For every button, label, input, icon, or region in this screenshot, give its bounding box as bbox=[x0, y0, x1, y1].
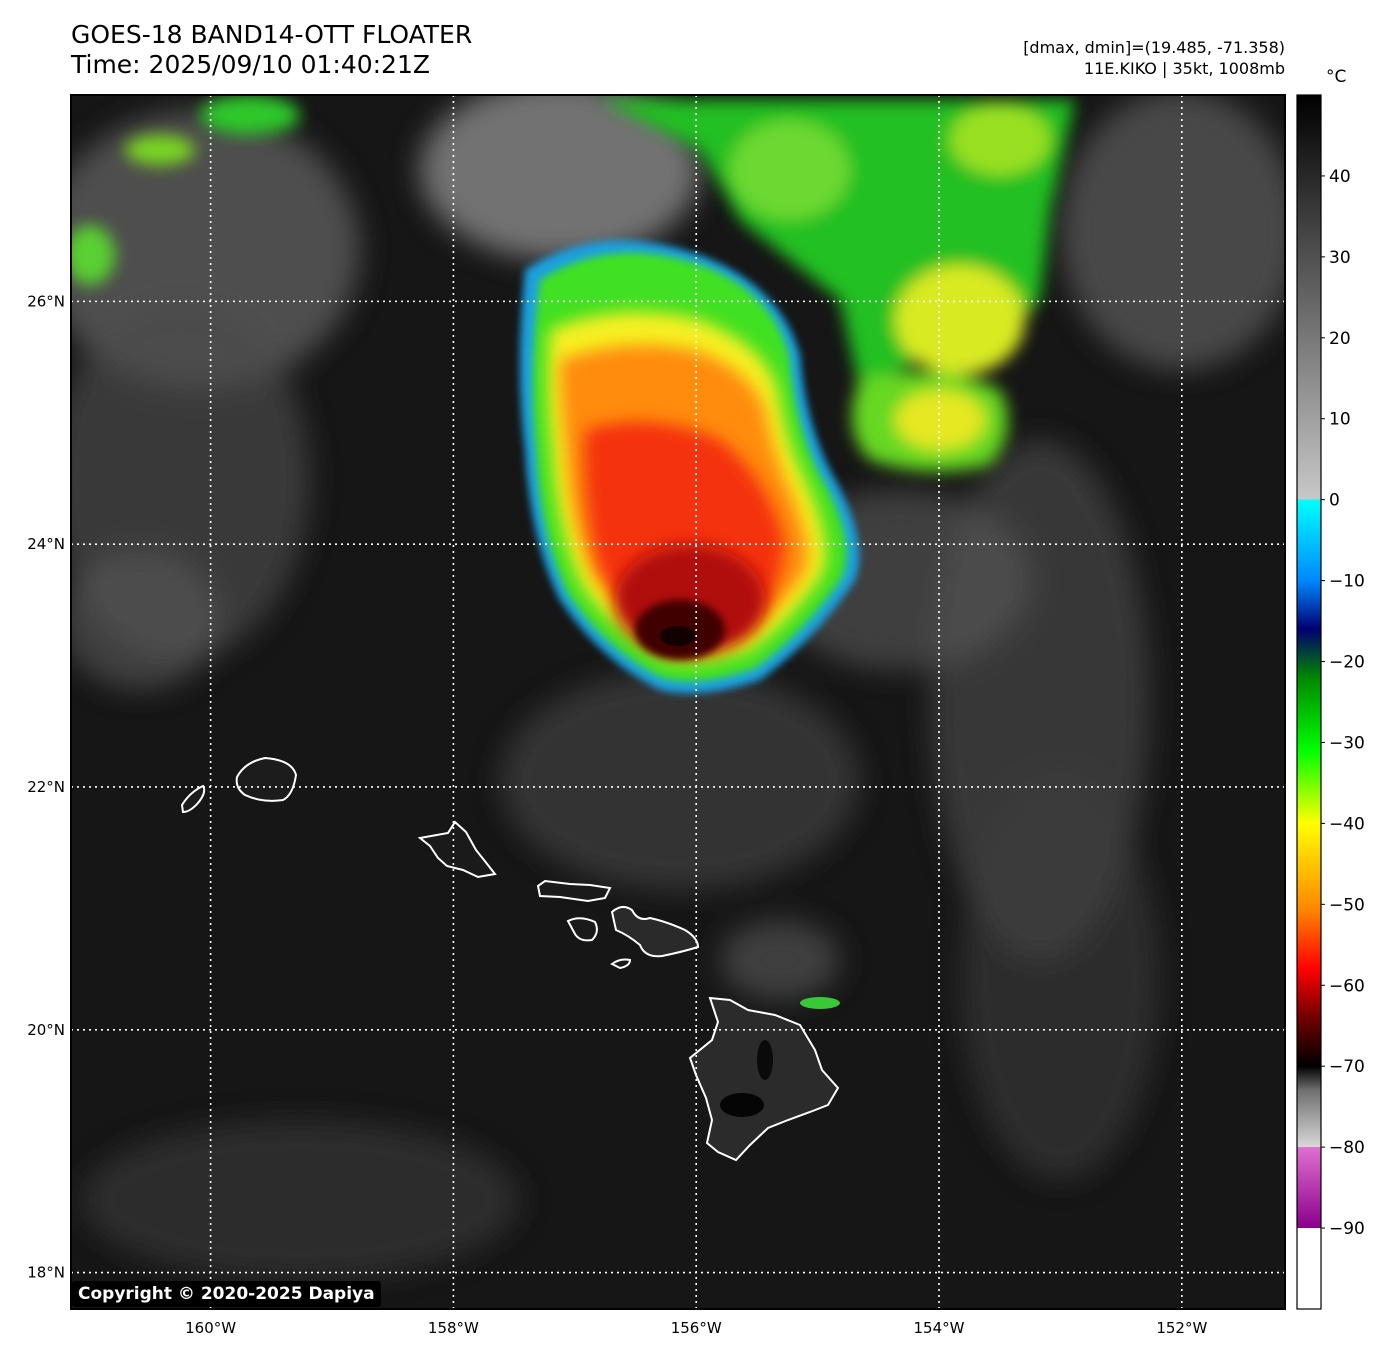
oahu bbox=[417, 820, 497, 879]
colorbar-tick-label: −70 bbox=[1329, 1057, 1365, 1077]
timestamp: Time: 2025/09/10 01:40:21Z bbox=[71, 50, 430, 79]
colorbar-tick-label: 20 bbox=[1329, 329, 1351, 349]
axis-labels: 160°W 158°W 156°W 154°W 152°W 18°N 20°N 22°N 24°… bbox=[27, 292, 1207, 1337]
lat-lon-grid bbox=[71, 95, 1285, 1309]
lat-tick-label: 22°N bbox=[27, 778, 65, 796]
lon-tick-label: 152°W bbox=[1156, 1319, 1207, 1337]
mauna-kea bbox=[757, 1040, 773, 1080]
colorbar-tick-label: 10 bbox=[1329, 410, 1351, 430]
kauai bbox=[235, 756, 298, 802]
kiko-cloud-shield bbox=[520, 240, 860, 694]
maui bbox=[610, 906, 700, 958]
lat-tick-label: 20°N bbox=[27, 1021, 65, 1039]
colorbar-tick-label: −90 bbox=[1329, 1219, 1365, 1239]
copyright-notice: Copyright © 2020-2025 Dapiya bbox=[72, 1281, 381, 1307]
lon-tick-label: 156°W bbox=[671, 1319, 722, 1337]
colorbar-tick-label: 30 bbox=[1329, 248, 1351, 268]
colorbar-tick-label: −20 bbox=[1329, 653, 1365, 673]
molokai bbox=[536, 879, 612, 903]
colorbar-tick-label: −60 bbox=[1329, 976, 1365, 996]
lat-tick-label: 24°N bbox=[27, 535, 65, 553]
cold-cloud-tops-north bbox=[71, 95, 1075, 472]
hawaiian-islands bbox=[180, 756, 840, 1162]
niihau bbox=[180, 784, 206, 814]
colorbar-tick-label: 40 bbox=[1329, 167, 1351, 187]
colorbar-tick-label: 0 bbox=[1329, 491, 1340, 511]
colorbar-tick-label: −30 bbox=[1329, 733, 1365, 753]
colorbar-ticks: 40 30 20 10 0 −10 −20 −30 −40 −50 −60 −70 −80 −90 bbox=[1321, 167, 1365, 1239]
mauna-loa bbox=[720, 1093, 764, 1117]
storm-info: 11E.KIKO | 35kt, 1008mb bbox=[1083, 59, 1285, 78]
colorbar-unit: °C bbox=[1326, 67, 1347, 87]
lon-tick-label: 154°W bbox=[914, 1319, 965, 1337]
plot-frame bbox=[70, 94, 1286, 1310]
lon-tick-label: 158°W bbox=[428, 1319, 479, 1337]
colorbar bbox=[1296, 94, 1322, 1310]
lat-tick-label: 18°N bbox=[27, 1264, 65, 1282]
colorbar-tick-label: −40 bbox=[1329, 814, 1365, 834]
colorbar-tick-label: −10 bbox=[1329, 572, 1365, 592]
lat-tick-label: 26°N bbox=[27, 292, 65, 310]
lon-tick-label: 160°W bbox=[185, 1319, 236, 1337]
cumulus-cell bbox=[800, 997, 840, 1009]
chart-title: GOES-18 BAND14-OTT FLOATER bbox=[71, 20, 473, 49]
satellite-imagery bbox=[71, 95, 1285, 1309]
colorbar-tick-label: −80 bbox=[1329, 1138, 1365, 1158]
lanai bbox=[566, 917, 598, 942]
kahoolawe bbox=[610, 958, 632, 970]
dmax-dmin-readout: [dmax, dmin]=(19.485, -71.358) bbox=[1023, 38, 1285, 57]
colorbar-tick-label: −50 bbox=[1329, 895, 1365, 915]
